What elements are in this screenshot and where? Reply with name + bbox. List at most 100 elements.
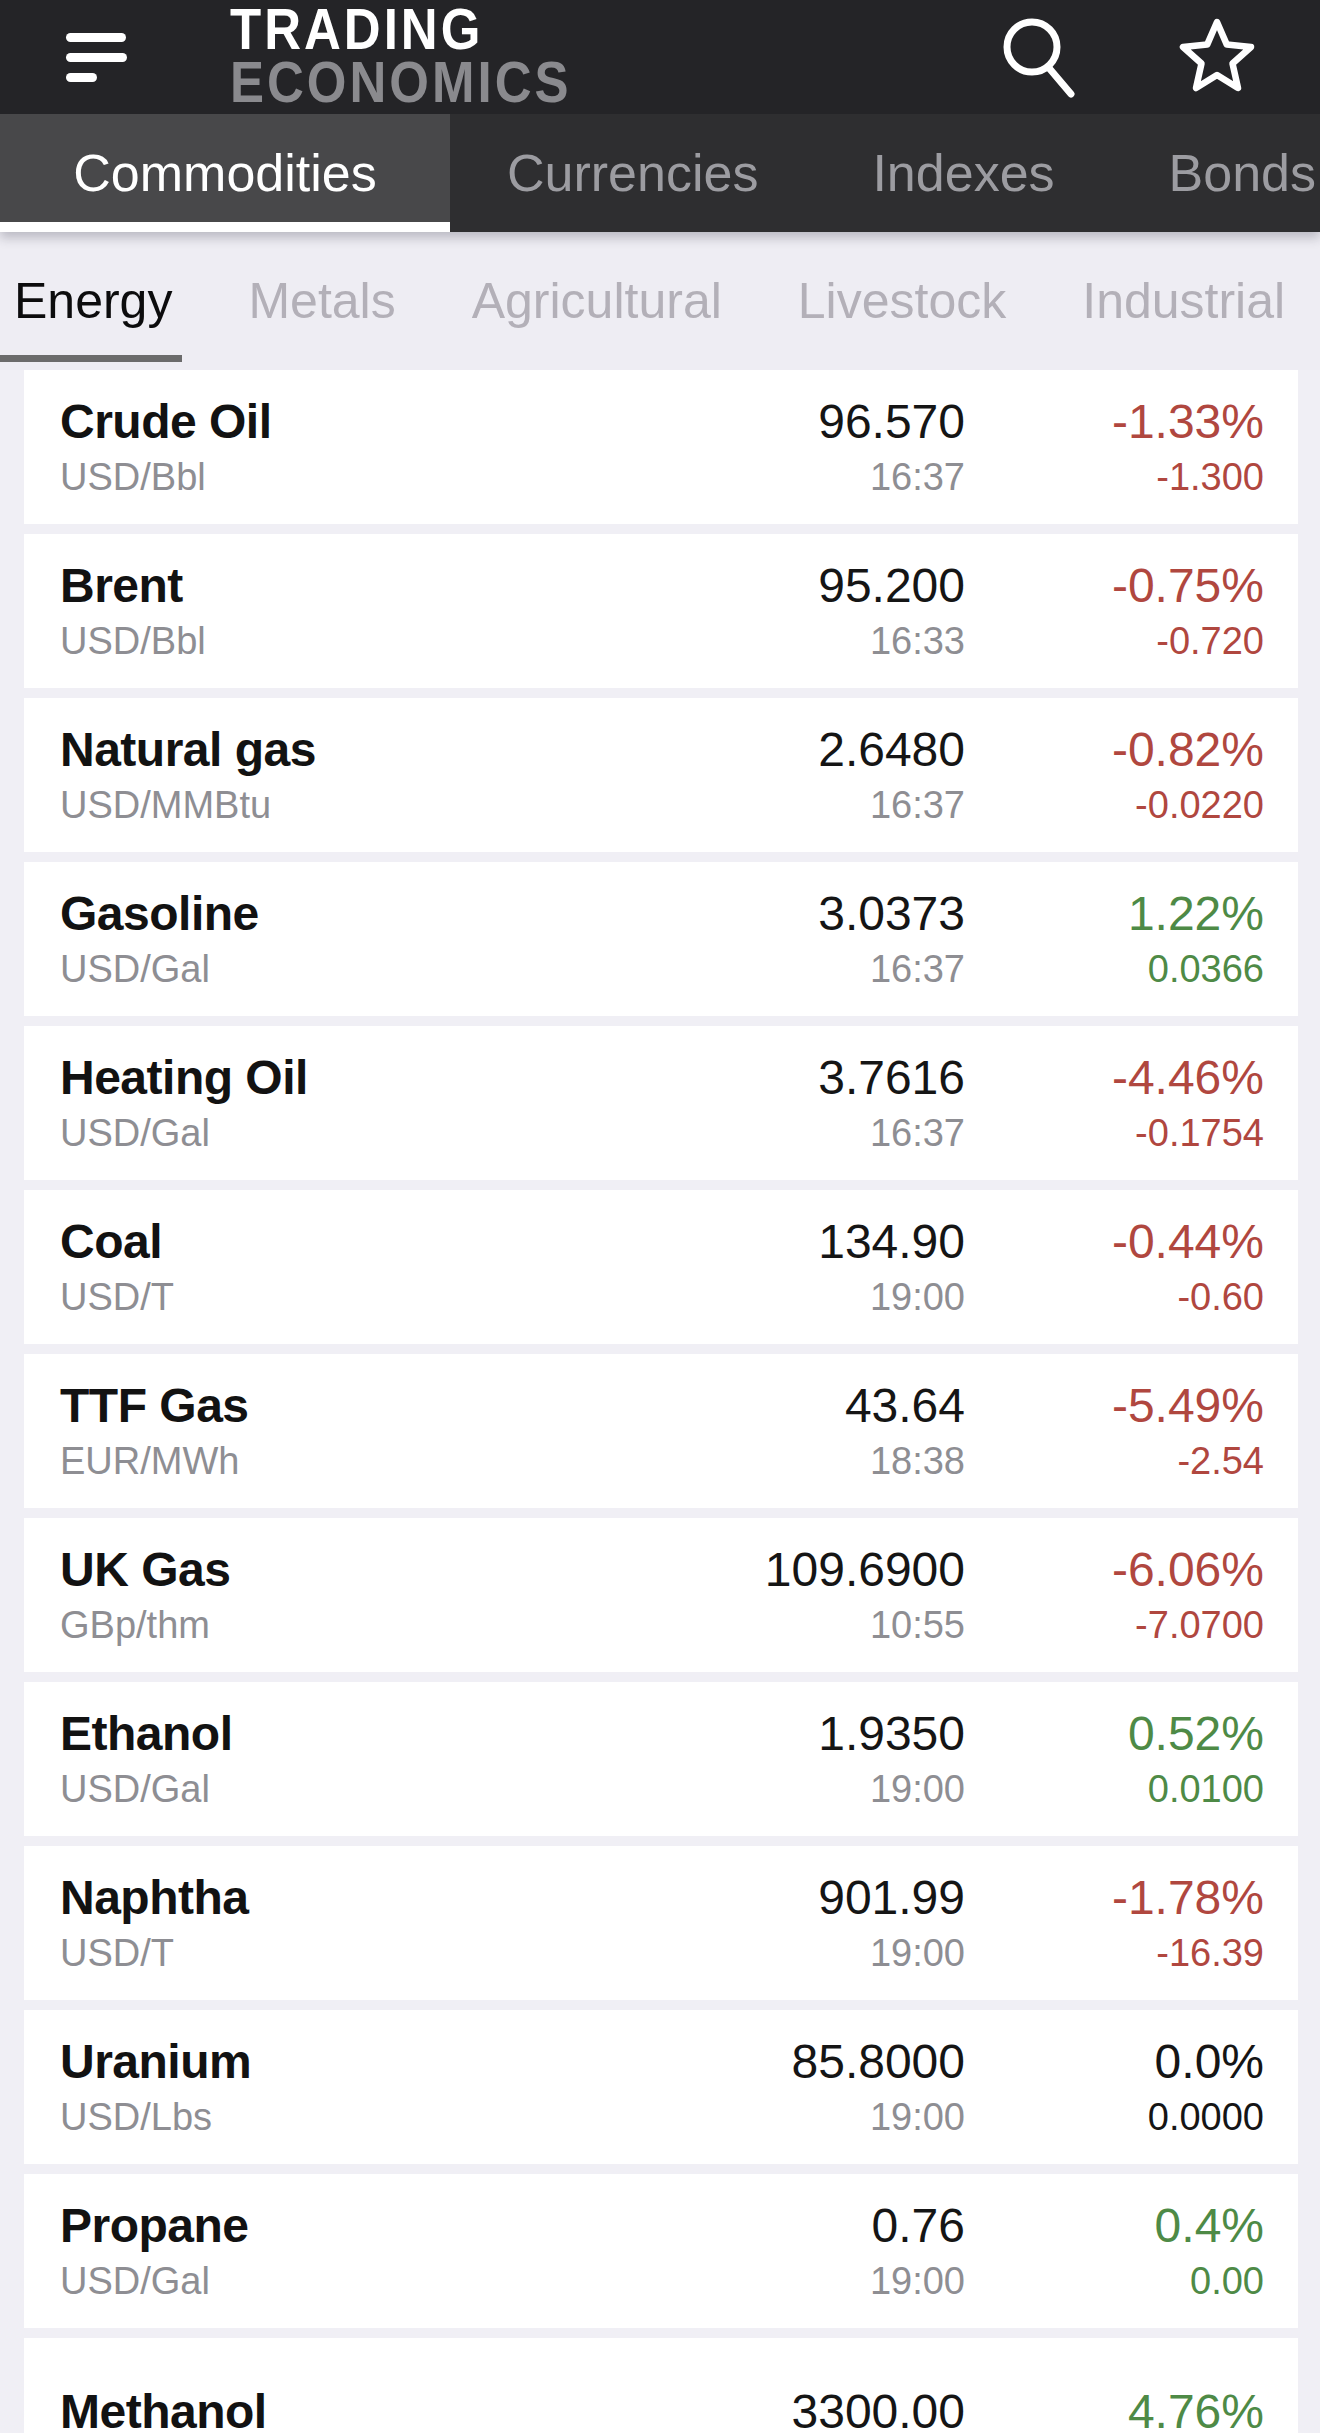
quote-time: 16:37 xyxy=(818,456,965,500)
tab-commodities[interactable]: Commodities xyxy=(0,114,450,232)
subtab-label: Agricultural xyxy=(472,272,722,330)
commodity-price: 1.9350 xyxy=(818,1706,965,1761)
commodity-row[interactable]: Crude Oil USD/Bbl 96.570 16:37 -1.33% -1… xyxy=(24,370,1298,524)
commodity-unit: USD/Lbs xyxy=(60,2096,791,2140)
quote-time: 19:00 xyxy=(870,2260,965,2304)
percent-change: -0.44% xyxy=(965,1214,1264,1269)
absolute-change: -2.54 xyxy=(965,1440,1264,1484)
change-cell: -4.46% -0.1754 xyxy=(965,1050,1264,1156)
quote-time: 19:00 xyxy=(818,1276,965,1320)
commodity-row[interactable]: Natural gas USD/MMBtu 2.6480 16:37 -0.82… xyxy=(24,698,1298,852)
percent-change: 4.76% xyxy=(965,2384,1264,2433)
change-cell: -5.49% -2.54 xyxy=(965,1378,1264,1484)
subtab-energy[interactable]: Energy xyxy=(14,232,172,370)
commodity-unit: USD/T xyxy=(60,1276,818,1320)
app-bar: TRADING ECONOMICS xyxy=(0,0,1320,114)
change-cell: 1.22% 0.0366 xyxy=(965,886,1264,992)
commodity-row[interactable]: Gasoline USD/Gal 3.0373 16:37 1.22% 0.03… xyxy=(24,862,1298,1016)
search-icon[interactable] xyxy=(998,16,1080,98)
commodity-name: Uranium xyxy=(60,2034,791,2089)
commodity-name: UK Gas xyxy=(60,1542,765,1597)
change-cell: -0.75% -0.720 xyxy=(965,558,1264,664)
trading-economics-logo: TRADING ECONOMICS xyxy=(230,4,572,109)
absolute-change: -0.720 xyxy=(965,620,1264,664)
commodity-name: Ethanol xyxy=(60,1706,818,1761)
change-cell: -0.82% -0.0220 xyxy=(965,722,1264,828)
commodity-row[interactable]: Heating Oil USD/Gal 3.7616 16:37 -4.46% … xyxy=(24,1026,1298,1180)
commodity-price: 901.99 xyxy=(818,1870,965,1925)
change-cell: 0.4% 0.00 xyxy=(965,2198,1264,2304)
logo-line2: ECONOMICS xyxy=(230,57,572,110)
percent-change: 0.4% xyxy=(965,2198,1264,2253)
commodity-price: 3.7616 xyxy=(818,1050,965,1105)
subtab-label: Industrial xyxy=(1082,272,1285,330)
commodity-price: 85.8000 xyxy=(791,2034,965,2089)
quote-time: 16:37 xyxy=(818,784,965,828)
commodity-price: 134.90 xyxy=(818,1214,965,1269)
commodity-row[interactable]: Naphtha USD/T 901.99 19:00 -1.78% -16.39 xyxy=(24,1846,1298,2000)
change-cell: 0.0% 0.0000 xyxy=(965,2034,1264,2140)
absolute-change: 0.0100 xyxy=(965,1768,1264,1812)
commodity-name: Naphtha xyxy=(60,1870,818,1925)
percent-change: -1.78% xyxy=(965,1870,1264,1925)
quote-time: 16:37 xyxy=(818,948,965,992)
percent-change: -5.49% xyxy=(965,1378,1264,1433)
commodity-row[interactable]: Uranium USD/Lbs 85.8000 19:00 0.0% 0.000… xyxy=(24,2010,1298,2164)
commodity-row[interactable]: Coal USD/T 134.90 19:00 -0.44% -0.60 xyxy=(24,1190,1298,1344)
commodity-name: Heating Oil xyxy=(60,1050,818,1105)
tab-label: Bonds xyxy=(1169,143,1316,203)
commodity-price: 2.6480 xyxy=(818,722,965,777)
appbar-actions xyxy=(998,16,1320,98)
tab-bonds[interactable]: Bonds xyxy=(1112,114,1320,232)
absolute-change: -0.60 xyxy=(965,1276,1264,1320)
commodity-row[interactable]: TTF Gas EUR/MWh 43.64 18:38 -5.49% -2.54 xyxy=(24,1354,1298,1508)
percent-change: -4.46% xyxy=(965,1050,1264,1105)
tab-label: Commodities xyxy=(73,143,376,203)
change-cell: 4.76% xyxy=(965,2384,1264,2433)
tab-currencies[interactable]: Currencies xyxy=(450,114,815,232)
subtab-livestock[interactable]: Livestock xyxy=(798,232,1006,370)
commodity-unit: EUR/MWh xyxy=(60,1440,845,1484)
star-favorites-icon[interactable] xyxy=(1176,16,1258,98)
absolute-change: 0.0000 xyxy=(965,2096,1264,2140)
quote-time: 19:00 xyxy=(791,2096,965,2140)
commodity-unit: USD/Bbl xyxy=(60,456,818,500)
commodity-price: 109.6900 xyxy=(765,1542,965,1597)
commodity-row[interactable]: Propane USD/Gal 0.76 19:00 0.4% 0.00 xyxy=(24,2174,1298,2328)
change-cell: -0.44% -0.60 xyxy=(965,1214,1264,1320)
commodity-name: Propane xyxy=(60,2198,870,2253)
tab-indexes[interactable]: Indexes xyxy=(815,114,1111,232)
commodity-unit: USD/T xyxy=(60,1932,818,1976)
commodity-price: 96.570 xyxy=(818,394,965,449)
change-cell: 0.52% 0.0100 xyxy=(965,1706,1264,1812)
commodity-unit: USD/Gal xyxy=(60,1112,818,1156)
hamburger-menu-icon[interactable] xyxy=(66,33,128,82)
commodity-name: Methanol xyxy=(60,2384,791,2433)
change-cell: -1.78% -16.39 xyxy=(965,1870,1264,1976)
commodity-unit: USD/MMBtu xyxy=(60,784,818,828)
quote-time: 19:00 xyxy=(818,1768,965,1812)
commodity-price: 0.76 xyxy=(870,2198,965,2253)
subtab-metals[interactable]: Metals xyxy=(248,232,395,370)
subtab-label: Energy xyxy=(14,272,172,330)
quote-time: 10:55 xyxy=(765,1604,965,1648)
quote-time: 16:33 xyxy=(818,620,965,664)
absolute-change: -1.300 xyxy=(965,456,1264,500)
percent-change: -0.75% xyxy=(965,558,1264,613)
quote-time: 19:00 xyxy=(818,1932,965,1976)
commodity-row[interactable]: Brent USD/Bbl 95.200 16:33 -0.75% -0.720 xyxy=(24,534,1298,688)
commodity-row[interactable]: UK Gas GBp/thm 109.6900 10:55 -6.06% -7.… xyxy=(24,1518,1298,1672)
commodity-unit: USD/Gal xyxy=(60,948,818,992)
commodity-price: 95.200 xyxy=(818,558,965,613)
logo-line1: TRADING xyxy=(230,4,572,57)
commodity-row[interactable]: Ethanol USD/Gal 1.9350 19:00 0.52% 0.010… xyxy=(24,1682,1298,1836)
commodity-price: 3300.00 xyxy=(791,2384,965,2433)
subtab-industrial[interactable]: Industrial xyxy=(1082,232,1285,370)
change-cell: -1.33% -1.300 xyxy=(965,394,1264,500)
quote-time: 16:37 xyxy=(818,1112,965,1156)
commodity-name: TTF Gas xyxy=(60,1378,845,1433)
subtab-agricultural[interactable]: Agricultural xyxy=(472,232,722,370)
percent-change: -6.06% xyxy=(965,1542,1264,1597)
percent-change: -1.33% xyxy=(965,394,1264,449)
commodity-row[interactable]: Methanol 3300.00 4.76% xyxy=(24,2338,1298,2433)
